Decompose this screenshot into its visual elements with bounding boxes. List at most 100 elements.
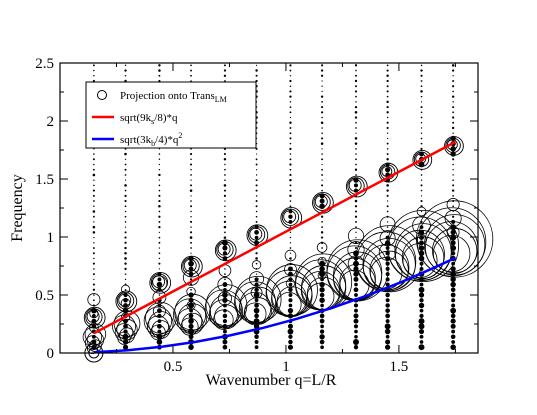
- point-dot: [385, 298, 390, 303]
- point-dot: [355, 69, 357, 72]
- point-dot: [190, 184, 193, 187]
- point-dot: [450, 287, 456, 293]
- point-dot: [385, 319, 390, 324]
- point-dot: [385, 266, 390, 271]
- point-dot: [386, 105, 389, 109]
- point-dot: [289, 90, 292, 93]
- point-dot: [223, 236, 227, 239]
- point-dot: [189, 236, 193, 239]
- projection-circle: [116, 318, 138, 341]
- projection-circle: [146, 315, 169, 338]
- point-dot: [255, 215, 258, 218]
- point-dot: [255, 153, 258, 155]
- point-dot: [420, 74, 423, 77]
- point-dot: [224, 205, 226, 208]
- point-dot: [124, 278, 127, 281]
- point-dot: [92, 225, 96, 229]
- point-dot: [289, 69, 292, 72]
- point-dot: [354, 334, 358, 339]
- point-dot: [420, 184, 423, 187]
- point-dot: [92, 247, 95, 249]
- point-dot: [319, 266, 325, 272]
- point-dot: [124, 231, 127, 234]
- point-dot: [253, 307, 260, 314]
- point-dot: [223, 329, 227, 334]
- point-dot: [224, 174, 226, 176]
- point-dot: [92, 210, 96, 213]
- projection-circle: [266, 264, 318, 316]
- point-dot: [190, 179, 192, 181]
- point-dot: [451, 189, 455, 192]
- legend-entry-0: Projection onto TransLM: [120, 90, 227, 104]
- point-dot: [289, 184, 292, 187]
- point-dot: [223, 153, 226, 156]
- point-dot: [124, 199, 127, 203]
- point-dot: [224, 179, 226, 181]
- point-dot: [420, 116, 423, 119]
- projection-circle: [283, 210, 297, 224]
- point-dot: [385, 261, 390, 266]
- projection-circle: [234, 281, 277, 324]
- point-dot: [288, 334, 293, 339]
- point-dot: [452, 106, 455, 109]
- projection-circle: [249, 227, 263, 241]
- point-dot: [255, 252, 258, 255]
- point-dot: [254, 287, 259, 292]
- point-dot: [386, 200, 389, 202]
- point-dot: [354, 116, 358, 119]
- point-dot: [420, 80, 423, 82]
- point-dot: [418, 292, 425, 298]
- point-dot: [319, 318, 325, 324]
- point-dot: [190, 80, 192, 82]
- point-dot: [190, 69, 193, 72]
- projection-circle: [243, 302, 267, 326]
- point-dot: [254, 345, 259, 350]
- point-dot: [420, 101, 423, 103]
- point-dot: [386, 205, 389, 208]
- point-dot: [254, 277, 259, 282]
- point-dot: [420, 199, 423, 203]
- projection-circle: [112, 314, 136, 339]
- point-dot: [158, 74, 161, 77]
- point-dot: [255, 273, 258, 275]
- point-dot: [289, 242, 292, 244]
- projection-circle: [120, 312, 131, 322]
- point-dot: [254, 298, 259, 303]
- projection-circle: [87, 293, 101, 307]
- point-dot: [354, 329, 358, 334]
- y-tick-label-4: 2: [47, 114, 55, 130]
- point-dot: [355, 153, 357, 155]
- point-dot: [92, 283, 95, 286]
- point-dot: [321, 226, 323, 229]
- point-dot: [289, 127, 292, 129]
- point-dot: [190, 200, 192, 202]
- point-dot: [289, 137, 292, 140]
- projection-circle: [265, 269, 313, 317]
- point-dot: [158, 252, 161, 255]
- point-dot: [355, 127, 357, 129]
- point-dot: [452, 121, 455, 124]
- point-dot: [355, 101, 357, 103]
- point-dot: [254, 235, 259, 240]
- point-dot: [386, 142, 389, 145]
- projection-circle: [413, 151, 430, 167]
- point-dot: [222, 319, 228, 324]
- point-dot: [158, 257, 161, 260]
- point-dot: [450, 229, 456, 235]
- point-dot: [321, 80, 323, 82]
- point-dot: [288, 282, 293, 287]
- point-dot: [158, 262, 161, 265]
- point-dot: [122, 344, 129, 350]
- point-dot: [287, 344, 294, 350]
- point-dot: [420, 195, 423, 197]
- point-dot: [124, 69, 127, 72]
- point-dot: [451, 64, 455, 67]
- point-dot: [452, 174, 454, 176]
- point-dot: [352, 338, 359, 345]
- point-dot: [450, 318, 456, 324]
- projection-circle: [424, 214, 486, 276]
- point-dot: [419, 240, 424, 246]
- projection-circle: [239, 286, 277, 324]
- point-dot: [190, 168, 192, 171]
- point-dot: [354, 105, 358, 109]
